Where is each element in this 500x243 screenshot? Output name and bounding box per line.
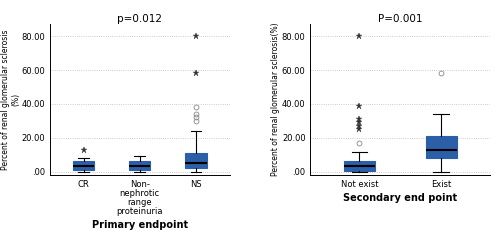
Y-axis label: Percent of renal glomerular sclerosis
(%): Percent of renal glomerular sclerosis (%…: [0, 29, 20, 170]
Title: P=0.001: P=0.001: [378, 14, 422, 24]
Y-axis label: Percent of renal glomerular sclerosis(%): Percent of renal glomerular sclerosis(%): [272, 23, 280, 176]
PathPatch shape: [344, 161, 375, 171]
PathPatch shape: [73, 161, 94, 170]
PathPatch shape: [129, 161, 150, 170]
X-axis label: Primary endpoint: Primary endpoint: [92, 220, 188, 230]
PathPatch shape: [186, 153, 206, 168]
X-axis label: Secondary end point: Secondary end point: [343, 193, 458, 203]
Title: p=0.012: p=0.012: [118, 14, 162, 24]
PathPatch shape: [426, 136, 456, 158]
